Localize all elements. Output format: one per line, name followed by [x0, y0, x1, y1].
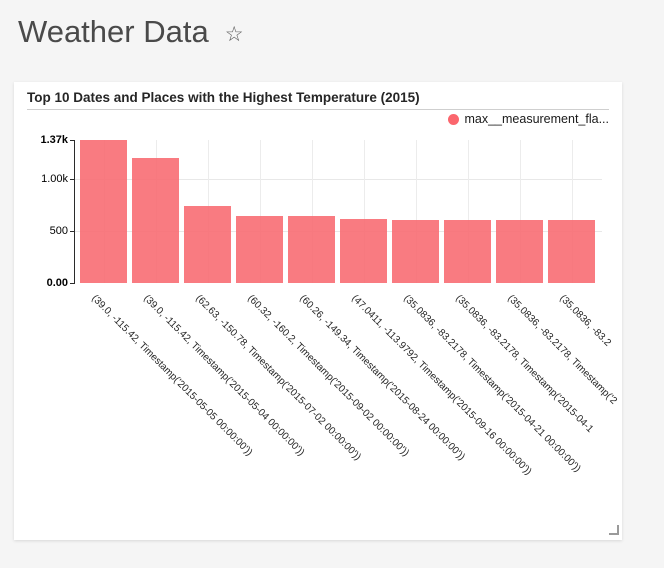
bar[interactable] — [132, 157, 179, 283]
v-gridline — [519, 140, 521, 283]
chart-title: Top 10 Dates and Places with the Highest… — [27, 90, 420, 105]
chart-card: Top 10 Dates and Places with the Highest… — [14, 82, 622, 540]
dashboard-header: Weather Data ☆ — [18, 12, 244, 52]
bar[interactable] — [288, 216, 335, 283]
v-gridline — [415, 140, 417, 283]
bar[interactable] — [548, 220, 595, 283]
resize-handle-icon[interactable] — [609, 525, 619, 535]
y-tick-label: 1.37k — [40, 134, 68, 146]
bar[interactable] — [444, 220, 491, 283]
v-gridline — [259, 140, 261, 283]
bar[interactable] — [340, 219, 387, 283]
y-axis-tick — [70, 283, 74, 284]
page-title: Weather Data — [18, 14, 209, 49]
h-gridline — [75, 230, 602, 232]
bar[interactable] — [236, 215, 283, 283]
y-axis-tick — [70, 140, 74, 141]
y-tick-label: 500 — [49, 224, 68, 237]
y-tick-label: 1.00k — [41, 172, 68, 185]
legend-dot-icon — [448, 113, 460, 125]
legend-label: max__measurement_fla... — [464, 112, 609, 126]
bar[interactable] — [496, 220, 543, 283]
y-axis-tick — [70, 178, 74, 180]
v-gridline — [311, 140, 313, 283]
x-tick-label: (35.0836, -83.2178, Timestamp('2 — [504, 293, 619, 407]
h-gridline — [75, 178, 602, 180]
bar-chart: 1.37k 1.00k 500 0.00 (39.0, -115.42, Timesta… — [14, 82, 622, 540]
x-tick-label: (35.0836, -83.2178, Timestamp('2015-04-2… — [400, 293, 583, 475]
y-tick-label: 0.00 — [46, 277, 68, 289]
v-gridline — [467, 140, 469, 283]
title-divider — [27, 109, 609, 110]
bar[interactable] — [80, 140, 127, 283]
legend-item[interactable]: max__measurement_fla... — [448, 112, 609, 126]
x-tick-label: (35.0836, -83.2 — [556, 293, 613, 349]
v-gridline — [363, 140, 365, 283]
y-axis-tick — [70, 230, 74, 232]
bar[interactable] — [184, 205, 231, 283]
x-tick-label: (47.0411, -113.9792, Timestamp('2015-09-… — [348, 293, 534, 478]
v-gridline — [571, 140, 573, 283]
y-axis — [74, 140, 75, 284]
favorite-star-icon[interactable]: ☆ — [224, 22, 244, 46]
bar[interactable] — [392, 219, 439, 283]
